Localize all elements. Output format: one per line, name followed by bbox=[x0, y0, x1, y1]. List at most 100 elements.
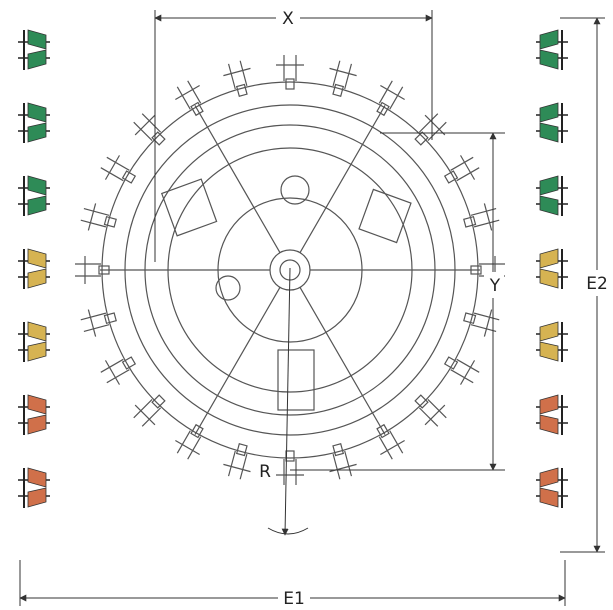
head-post bbox=[83, 207, 110, 216]
head-post bbox=[141, 113, 162, 133]
head-post bbox=[187, 436, 202, 460]
head-post bbox=[332, 453, 341, 480]
head-box bbox=[414, 394, 429, 409]
head-box bbox=[332, 443, 345, 457]
head-box bbox=[443, 170, 459, 184]
head bbox=[133, 394, 166, 427]
head-post bbox=[176, 430, 191, 454]
bobbin bbox=[539, 49, 559, 70]
bobbin bbox=[539, 487, 559, 508]
head-bar bbox=[104, 155, 120, 180]
creel bbox=[536, 29, 568, 70]
head-box bbox=[190, 101, 204, 117]
head-bar bbox=[175, 84, 200, 100]
head bbox=[80, 309, 117, 337]
head-box bbox=[121, 356, 137, 370]
bobbin bbox=[27, 341, 47, 362]
label-e1: E1 bbox=[283, 589, 305, 609]
head bbox=[223, 443, 251, 480]
head-box bbox=[463, 312, 477, 325]
head-box bbox=[285, 78, 295, 90]
head-box bbox=[103, 312, 117, 325]
head-post bbox=[80, 312, 107, 321]
head-box bbox=[121, 170, 137, 184]
head-bar bbox=[134, 404, 156, 426]
head-post bbox=[418, 113, 439, 133]
head-bar bbox=[483, 309, 493, 337]
label-e2: E2 bbox=[586, 274, 608, 294]
bobbin bbox=[27, 248, 47, 269]
spoke bbox=[194, 287, 281, 435]
head-box bbox=[151, 131, 166, 146]
bobbin bbox=[539, 175, 559, 196]
head-box bbox=[376, 101, 390, 117]
creel bbox=[536, 175, 568, 216]
head-post bbox=[100, 167, 124, 182]
head-box bbox=[190, 423, 204, 439]
head-post bbox=[450, 156, 474, 171]
tank bbox=[280, 175, 310, 205]
creel bbox=[18, 29, 50, 70]
dim-r bbox=[281, 267, 291, 536]
creel bbox=[18, 321, 50, 362]
head-post bbox=[344, 450, 353, 477]
head-post bbox=[456, 358, 480, 373]
head-box bbox=[376, 423, 390, 439]
bobbin bbox=[27, 122, 47, 143]
head-bar bbox=[223, 67, 251, 77]
head-bar bbox=[175, 440, 200, 456]
creel bbox=[536, 321, 568, 362]
dimensions: X Y E2 E1 R bbox=[19, 6, 612, 610]
head-post bbox=[106, 369, 130, 384]
head bbox=[80, 203, 117, 231]
head bbox=[376, 80, 405, 117]
spoke bbox=[299, 287, 386, 435]
head-box bbox=[98, 265, 110, 275]
creel bbox=[536, 248, 568, 289]
head-post bbox=[470, 207, 497, 216]
head-post bbox=[389, 86, 404, 110]
bobbin bbox=[539, 122, 559, 143]
tank bbox=[215, 275, 241, 301]
label-bg bbox=[582, 270, 612, 296]
head-post bbox=[141, 407, 162, 427]
head-bar bbox=[134, 114, 156, 136]
creel bbox=[18, 248, 50, 289]
bobbin bbox=[539, 195, 559, 216]
head-post bbox=[378, 436, 393, 460]
head-post bbox=[427, 398, 447, 419]
bobbin bbox=[27, 268, 47, 289]
head-box bbox=[332, 83, 345, 97]
head-box bbox=[285, 450, 295, 462]
head-post bbox=[473, 219, 500, 228]
head-box bbox=[463, 215, 477, 228]
head bbox=[276, 55, 304, 90]
head-post bbox=[473, 312, 500, 321]
head-box bbox=[235, 443, 248, 457]
creel bbox=[536, 102, 568, 143]
creel bbox=[536, 467, 568, 508]
head bbox=[443, 155, 480, 184]
head-bar bbox=[424, 114, 446, 136]
bobbin bbox=[27, 49, 47, 70]
creel bbox=[18, 102, 50, 143]
head bbox=[329, 60, 357, 97]
head-post bbox=[106, 156, 130, 171]
bobbin bbox=[539, 268, 559, 289]
bobbin bbox=[27, 102, 47, 123]
head-post bbox=[378, 80, 393, 104]
head-post bbox=[332, 60, 341, 87]
head bbox=[276, 450, 304, 485]
creel bbox=[18, 394, 50, 435]
head-post bbox=[187, 80, 202, 104]
head-box bbox=[103, 215, 117, 228]
machine-drawing bbox=[75, 55, 505, 485]
head-bar bbox=[380, 84, 405, 100]
head-post bbox=[418, 407, 439, 427]
label-x: X bbox=[282, 9, 294, 29]
head-post bbox=[100, 358, 124, 373]
head-box bbox=[470, 265, 482, 275]
head-bar bbox=[329, 67, 357, 77]
bobbin bbox=[27, 487, 47, 508]
creel bbox=[18, 175, 50, 216]
